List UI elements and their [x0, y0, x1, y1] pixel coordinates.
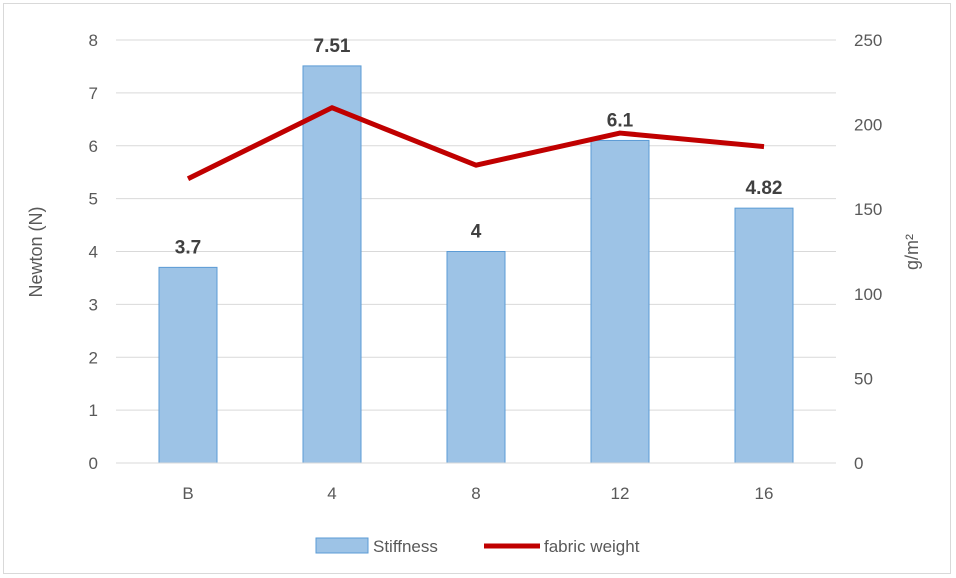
bar-16 [734, 207, 794, 464]
right-tick-label: 0 [854, 454, 863, 473]
bar-12 [590, 139, 650, 464]
right-tick-label: 250 [854, 31, 882, 50]
x-tick-label: B [182, 484, 193, 503]
left-tick-label: 3 [89, 295, 98, 314]
gridlines [116, 39, 836, 411]
bar-B [158, 266, 218, 464]
right-axis-title: g/m² [902, 234, 922, 270]
x-tick-label: 4 [327, 484, 336, 503]
left-tick-label: 7 [89, 84, 98, 103]
line-series-fabric-weight [186, 105, 765, 181]
left-tick-label: 6 [89, 137, 98, 156]
left-tick-label: 0 [89, 454, 98, 473]
right-tick-label: 100 [854, 285, 882, 304]
bar-data-label: 4.82 [746, 178, 783, 199]
right-y-axis-ticks: 0 50 100 150 200 250 [854, 31, 882, 473]
left-tick-label: 1 [89, 401, 98, 420]
bar-data-label: 4 [471, 222, 482, 243]
legend-label-stiffness: Stiffness [373, 537, 438, 556]
left-axis-title: Newton (N) [26, 206, 46, 297]
legend-swatch-stiffness [315, 537, 369, 554]
left-tick-label: 5 [89, 190, 98, 209]
x-tick-label: 8 [471, 484, 480, 503]
bar-data-label: 7.51 [314, 36, 351, 57]
x-tick-label: 12 [611, 484, 630, 503]
x-tick-label: 16 [755, 484, 774, 503]
legend-label-fabric-weight: fabric weight [544, 537, 640, 556]
legend: Stiffness fabric weight [315, 537, 640, 556]
data-labels: 3.7 7.51 4 6.1 4.82 [175, 36, 783, 258]
bar-data-label: 3.7 [175, 237, 201, 258]
right-tick-label: 150 [854, 200, 882, 219]
bar-data-label: 6.1 [607, 110, 634, 131]
right-tick-label: 50 [854, 369, 873, 388]
right-tick-label: 200 [854, 116, 882, 135]
left-tick-label: 2 [89, 348, 98, 367]
left-tick-label: 4 [89, 243, 98, 262]
bar-8 [446, 251, 506, 464]
left-tick-label: 8 [89, 31, 98, 50]
bar-4 [302, 65, 362, 464]
fabric-weight-line [186, 105, 765, 181]
left-y-axis-ticks: 0 1 2 3 4 5 6 7 8 [89, 31, 98, 473]
x-axis-ticks: B 4 8 12 16 [182, 484, 773, 503]
bar-series-stiffness [158, 65, 794, 464]
